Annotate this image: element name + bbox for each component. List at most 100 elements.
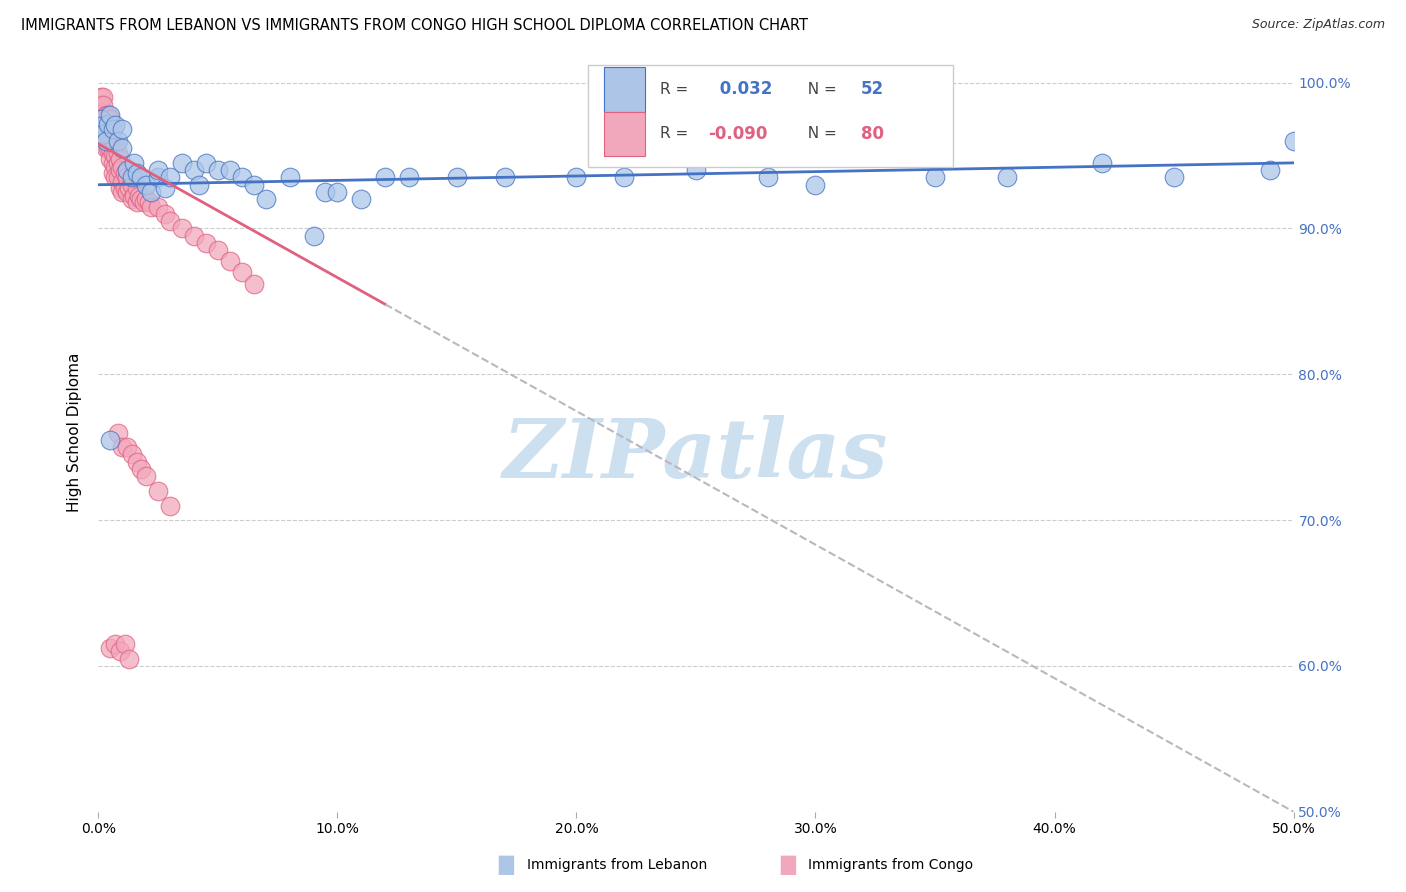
Point [101, 166, 124, 180]
Point [131, 462, 153, 476]
Point [104, 161, 127, 175]
Point [159, 170, 181, 185]
Point [139, 200, 162, 214]
Point [104, 136, 127, 151]
Point [183, 228, 205, 243]
Point [231, 265, 253, 279]
Text: █: █ [499, 855, 513, 875]
Point [98, 108, 122, 122]
Text: ZIPatlas: ZIPatlas [503, 416, 889, 495]
Text: N =: N = [797, 126, 841, 141]
Point [115, 163, 138, 178]
Point [97, 116, 120, 130]
Point [494, 170, 516, 185]
Point [104, 637, 127, 651]
Point [114, 180, 136, 194]
Point [108, 180, 131, 194]
Point [231, 170, 253, 185]
Text: N =: N = [797, 82, 841, 96]
Point [125, 195, 148, 210]
Text: 0.032: 0.032 [714, 80, 772, 98]
Text: Immigrants from Lebanon: Immigrants from Lebanon [527, 858, 707, 872]
Point [924, 170, 946, 185]
Point [804, 178, 827, 192]
Point [121, 178, 143, 192]
Point [302, 228, 325, 243]
Point [243, 277, 266, 291]
Point [98, 127, 122, 141]
Point [107, 145, 129, 160]
Point [94, 134, 117, 148]
Point [155, 180, 177, 194]
Text: IMMIGRANTS FROM LEBANON VS IMMIGRANTS FROM CONGO HIGH SCHOOL DIPLOMA CORRELATION: IMMIGRANTS FROM LEBANON VS IMMIGRANTS FR… [21, 18, 808, 33]
Point [183, 163, 205, 178]
Point [91, 112, 114, 127]
Point [90, 90, 112, 104]
Point [159, 214, 181, 228]
Y-axis label: High School Diploma: High School Diploma [67, 353, 83, 512]
Point [118, 180, 141, 194]
Point [91, 120, 114, 134]
Point [219, 253, 242, 268]
Point [195, 236, 218, 251]
Point [115, 185, 138, 199]
Point [172, 221, 194, 235]
Point [108, 163, 131, 178]
Point [139, 185, 162, 199]
Point [207, 163, 229, 178]
Point [565, 170, 588, 185]
Point [131, 170, 153, 185]
Point [1282, 134, 1305, 148]
Text: Immigrants from Congo: Immigrants from Congo [808, 858, 973, 872]
Point [111, 122, 134, 136]
Point [94, 120, 117, 134]
Point [207, 244, 229, 258]
Point [91, 127, 114, 141]
Point [111, 440, 134, 454]
Point [187, 178, 209, 192]
Point [125, 455, 148, 469]
Point [98, 134, 122, 148]
Point [91, 127, 114, 141]
Point [125, 180, 148, 194]
Point [97, 141, 120, 155]
Point [91, 90, 114, 104]
Point [115, 170, 138, 185]
Point [138, 195, 160, 210]
Point [148, 170, 170, 185]
Text: 52: 52 [860, 80, 884, 98]
Point [995, 170, 1018, 185]
Point [685, 163, 707, 178]
Point [131, 192, 153, 206]
Point [121, 170, 143, 185]
Point [104, 170, 127, 185]
Point [155, 207, 177, 221]
Point [121, 192, 143, 206]
FancyBboxPatch shape [605, 112, 644, 156]
Point [98, 112, 122, 127]
Text: Source: ZipAtlas.com: Source: ZipAtlas.com [1251, 18, 1385, 31]
Text: █: █ [780, 855, 794, 875]
Point [94, 134, 117, 148]
Point [98, 112, 122, 127]
Point [124, 170, 146, 185]
Point [135, 192, 157, 206]
Point [97, 108, 120, 122]
Point [111, 175, 134, 189]
Point [1163, 170, 1185, 185]
Point [135, 469, 157, 483]
Point [613, 170, 636, 185]
Point [104, 148, 127, 162]
Point [446, 170, 468, 185]
Point [98, 433, 122, 447]
Point [108, 644, 131, 658]
Point [756, 170, 779, 185]
Point [1258, 163, 1281, 178]
Point [90, 112, 112, 127]
Point [94, 108, 117, 122]
Point [101, 134, 124, 148]
Point [172, 156, 194, 170]
Point [148, 483, 170, 498]
Point [98, 152, 122, 166]
Point [219, 163, 242, 178]
